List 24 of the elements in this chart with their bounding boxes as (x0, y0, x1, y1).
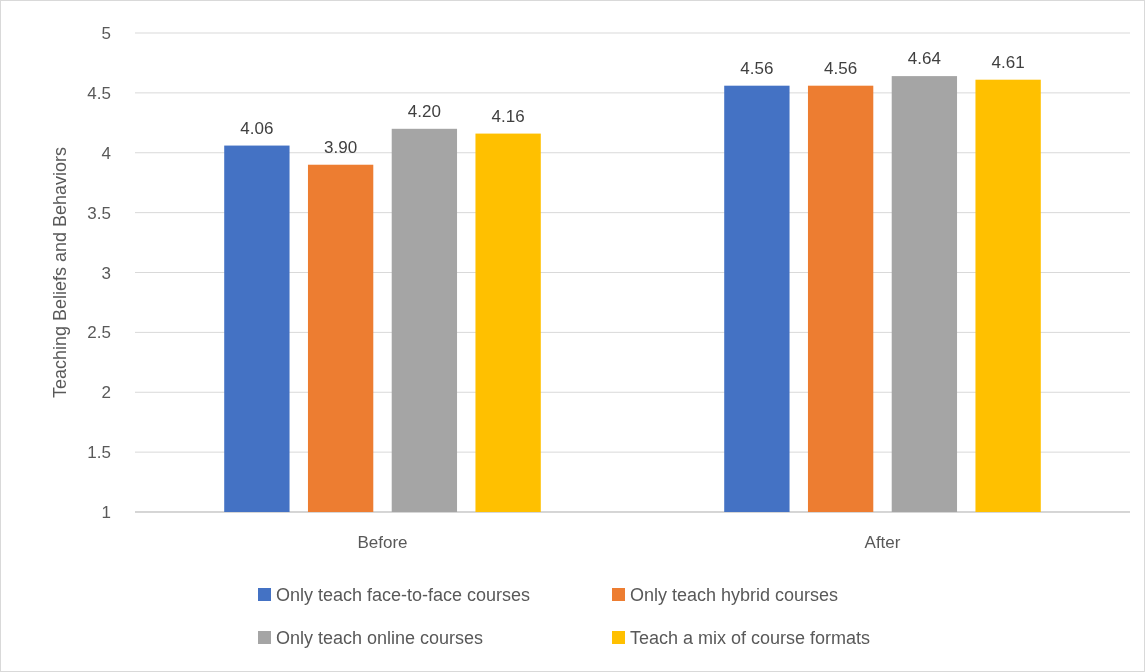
data-label: 4.56 (740, 58, 774, 78)
y-tick-label: 5 (101, 24, 111, 43)
data-label: 4.64 (907, 49, 941, 69)
legend-label: Only teach face-to-face courses (276, 585, 531, 605)
data-label: 4.20 (407, 101, 441, 121)
data-label: 3.90 (324, 137, 358, 157)
y-axis-title: Teaching Beliefs and Behaviors (50, 146, 70, 399)
data-label: 4.61 (991, 52, 1025, 72)
y-tick-label: 1 (101, 503, 111, 522)
y-tick-label: 2 (101, 383, 111, 403)
y-tick-label: 4 (101, 143, 111, 163)
legend-label: Only teach hybrid courses (630, 585, 839, 605)
data-label: 4.56 (824, 58, 858, 78)
legend-label: Only teach online courses (276, 628, 484, 648)
data-label: 4.16 (491, 106, 525, 126)
y-tick-label: 3 (101, 263, 111, 283)
x-tick-label: After (864, 533, 901, 552)
y-tick-label: 3.5 (87, 203, 111, 223)
y-tick-label: 2.5 (87, 323, 111, 343)
y-tick-label: 4.5 (87, 83, 111, 103)
legend-label: Teach a mix of course formats (630, 628, 871, 648)
data-label: 4.06 (240, 118, 274, 138)
y-tick-label: 1.5 (87, 443, 111, 463)
x-tick-label: Before (357, 533, 408, 552)
